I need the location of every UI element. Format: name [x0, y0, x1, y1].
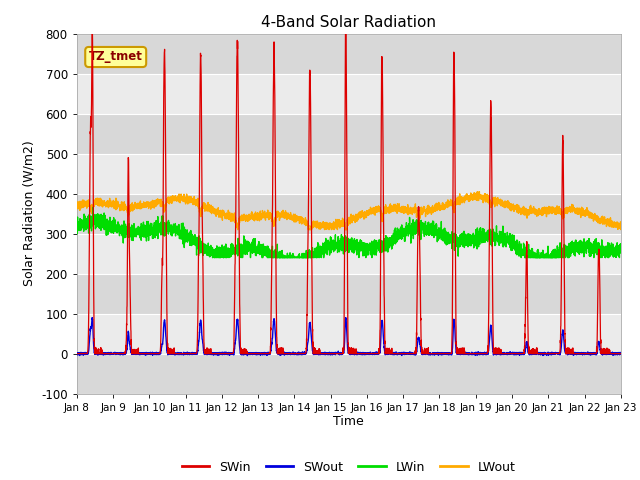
SWin [88, 31, 96, 36]
SWin [91, 351, 99, 357]
SWout [502, 350, 509, 356]
Line: SWin: SWin [77, 34, 621, 354]
SWout [441, 350, 449, 356]
LWin [73, 226, 81, 232]
LWout [73, 205, 81, 211]
SWout [88, 315, 96, 321]
LWout [171, 196, 179, 202]
LWin [209, 255, 216, 261]
LWin [171, 222, 179, 228]
X-axis label: Time: Time [333, 415, 364, 429]
SWin [171, 351, 179, 357]
LWin [90, 204, 97, 210]
SWin [329, 351, 337, 357]
LWout [502, 204, 509, 210]
Bar [77, 114, 621, 154]
Bar [77, 234, 621, 274]
Line: LWout: LWout [77, 192, 621, 229]
LWin [329, 240, 337, 245]
SWin [73, 351, 81, 357]
LWin [502, 240, 509, 246]
LWout [329, 224, 337, 229]
Bar [77, 274, 621, 313]
Bar [77, 154, 621, 193]
SWin [502, 351, 509, 357]
Title: 4-Band Solar Radiation: 4-Band Solar Radiation [261, 15, 436, 30]
LWin [617, 248, 625, 253]
Line: LWin: LWin [77, 207, 621, 258]
Bar [77, 73, 621, 114]
SWout [617, 351, 625, 357]
Bar [77, 354, 621, 394]
LWout [616, 226, 624, 231]
Bar [77, 313, 621, 354]
Text: TZ_tmet: TZ_tmet [89, 50, 143, 63]
LWin [441, 225, 449, 231]
SWout [329, 350, 337, 356]
Line: SWout: SWout [77, 318, 621, 356]
SWin [616, 351, 624, 357]
LWout [471, 194, 479, 200]
SWout [243, 353, 251, 359]
LWout [234, 227, 242, 232]
SWin [441, 351, 449, 357]
LWin [616, 250, 624, 256]
LWout [476, 189, 483, 194]
Legend: SWin, SWout, LWin, LWout: SWin, SWout, LWin, LWout [177, 456, 521, 479]
SWin [617, 351, 625, 357]
Bar [77, 34, 621, 73]
SWout [171, 349, 179, 355]
SWout [471, 351, 479, 357]
LWout [441, 206, 449, 212]
LWin [471, 234, 479, 240]
Bar [77, 193, 621, 234]
SWout [616, 350, 624, 356]
SWout [73, 350, 81, 356]
LWout [617, 227, 625, 232]
SWin [471, 351, 479, 357]
Y-axis label: Solar Radiation (W/m2): Solar Radiation (W/m2) [22, 141, 36, 287]
